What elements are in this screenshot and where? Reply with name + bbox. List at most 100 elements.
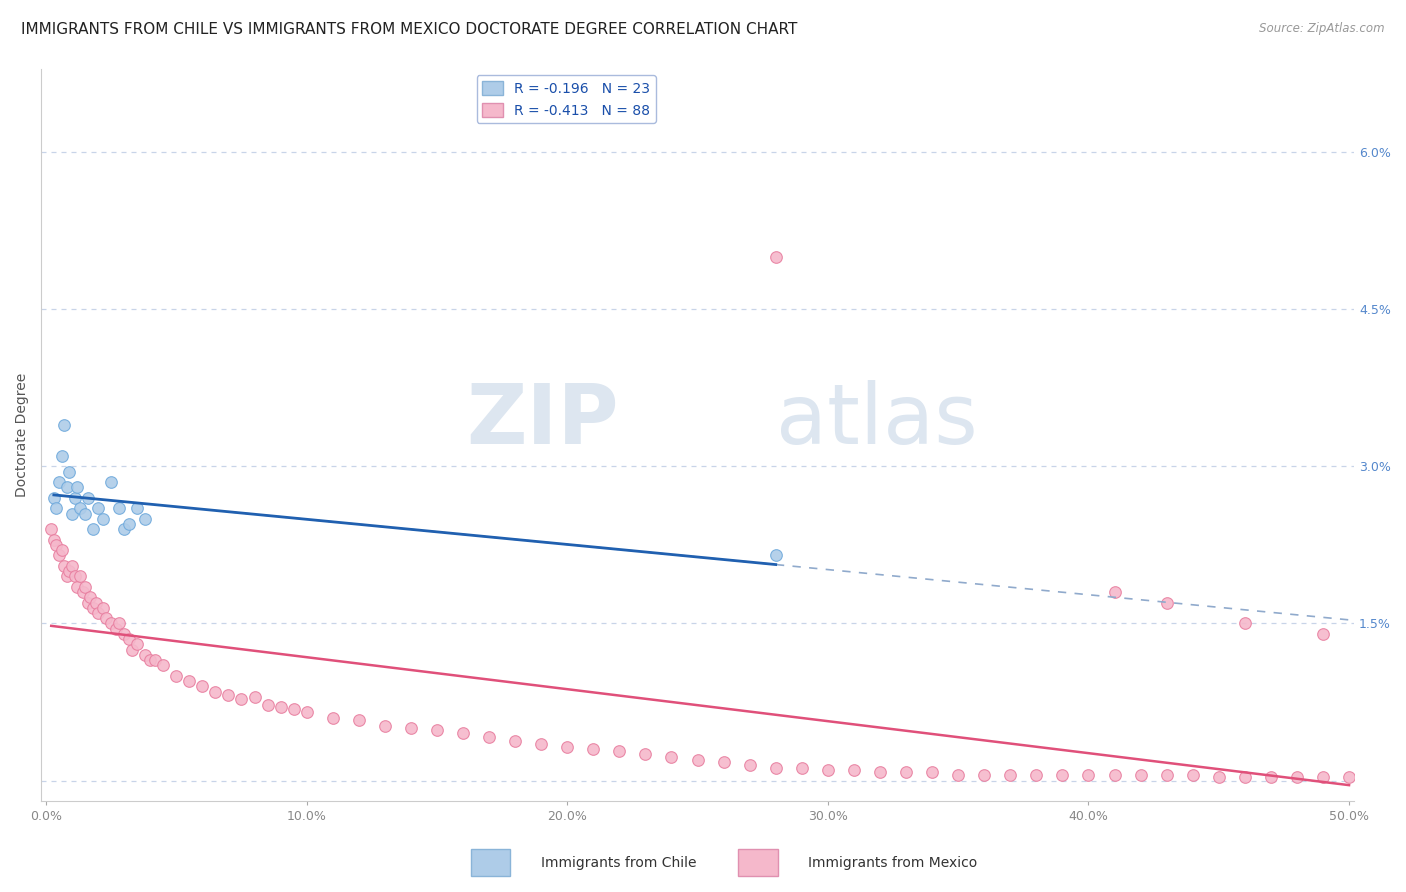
Point <box>76 491 98 505</box>
Point <box>1000 768 1022 782</box>
Point <box>231 691 253 706</box>
Point <box>582 742 605 756</box>
Point <box>686 753 709 767</box>
Point <box>1077 768 1099 782</box>
Point <box>127 637 149 651</box>
Point <box>634 747 657 762</box>
Point <box>1233 770 1256 784</box>
Point <box>60 507 83 521</box>
Point <box>79 591 101 605</box>
Point <box>105 622 128 636</box>
Text: IMMIGRANTS FROM CHILE VS IMMIGRANTS FROM MEXICO DOCTORATE DEGREE CORRELATION CHA: IMMIGRANTS FROM CHILE VS IMMIGRANTS FROM… <box>21 22 797 37</box>
Point <box>530 737 553 751</box>
Point <box>75 507 97 521</box>
Point <box>66 480 89 494</box>
Point <box>283 702 305 716</box>
Point <box>53 417 76 432</box>
Point <box>1285 770 1308 784</box>
Point <box>87 501 110 516</box>
Point <box>609 744 631 758</box>
Point <box>973 768 995 782</box>
Point <box>451 726 474 740</box>
Point <box>93 512 115 526</box>
Point <box>478 730 501 744</box>
Point <box>1208 770 1230 784</box>
Point <box>56 569 79 583</box>
Point <box>69 569 91 583</box>
Point <box>42 533 65 547</box>
Point <box>118 516 141 531</box>
Text: Immigrants from Mexico: Immigrants from Mexico <box>808 855 977 870</box>
Point <box>738 757 761 772</box>
Point <box>1260 770 1282 784</box>
Point <box>42 491 65 505</box>
Point <box>555 739 578 754</box>
Point <box>118 632 141 647</box>
Point <box>946 768 969 782</box>
Point <box>94 611 117 625</box>
Point <box>121 642 143 657</box>
Point <box>66 580 89 594</box>
Point <box>108 501 131 516</box>
Point <box>1337 770 1360 784</box>
Point <box>204 684 226 698</box>
Point <box>69 501 91 516</box>
Point <box>58 564 80 578</box>
Point <box>58 465 80 479</box>
Point <box>93 600 115 615</box>
Point <box>1312 770 1334 784</box>
Point <box>108 616 131 631</box>
Text: Source: ZipAtlas.com: Source: ZipAtlas.com <box>1260 22 1385 36</box>
Point <box>63 491 86 505</box>
Point <box>48 549 70 563</box>
Point <box>1156 768 1178 782</box>
Point <box>295 706 318 720</box>
Point <box>76 595 98 609</box>
Point <box>165 669 187 683</box>
Point <box>374 719 396 733</box>
Point <box>1129 768 1152 782</box>
Point <box>503 733 526 747</box>
Point <box>765 761 787 775</box>
Point <box>426 723 449 738</box>
Point <box>145 653 167 667</box>
Point <box>1052 768 1074 782</box>
Point <box>661 750 683 764</box>
Point <box>45 501 67 516</box>
Text: atlas: atlas <box>776 380 979 461</box>
Point <box>347 713 370 727</box>
Point <box>48 475 70 489</box>
Point <box>87 606 110 620</box>
Point <box>217 688 239 702</box>
Point <box>399 721 422 735</box>
Point <box>790 761 813 775</box>
Point <box>1312 627 1334 641</box>
Legend: R = -0.196   N = 23, R = -0.413   N = 88: R = -0.196 N = 23, R = -0.413 N = 88 <box>477 76 655 123</box>
Point <box>112 627 135 641</box>
Point <box>100 475 122 489</box>
Point <box>765 250 787 264</box>
Point <box>921 765 943 780</box>
Point <box>270 700 292 714</box>
Point <box>45 538 67 552</box>
Point <box>1104 585 1126 599</box>
Point <box>82 600 104 615</box>
Point <box>191 679 214 693</box>
Point <box>152 658 174 673</box>
Point <box>869 765 891 780</box>
Point <box>179 673 201 688</box>
Point <box>713 755 735 769</box>
Point <box>134 512 156 526</box>
Point <box>112 522 135 536</box>
Point <box>63 569 86 583</box>
Point <box>765 549 787 563</box>
Point <box>72 585 94 599</box>
Point <box>256 698 278 712</box>
Text: Immigrants from Chile: Immigrants from Chile <box>541 855 697 870</box>
Point <box>53 558 76 573</box>
Point <box>100 616 122 631</box>
Point <box>322 711 344 725</box>
Point <box>75 580 97 594</box>
Point <box>51 449 73 463</box>
Point <box>84 595 107 609</box>
